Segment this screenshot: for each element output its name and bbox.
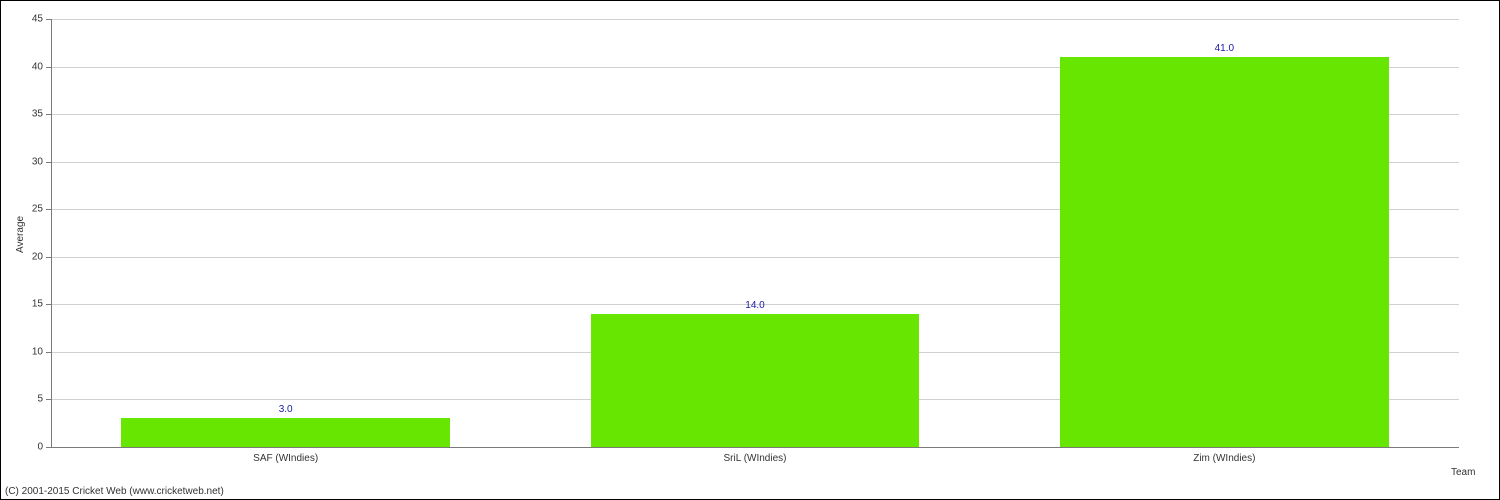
bar-value-label: 41.0 bbox=[1215, 43, 1234, 54]
y-tick-label: 25 bbox=[19, 204, 43, 215]
y-axis-line bbox=[51, 19, 52, 447]
copyright-text: (C) 2001-2015 Cricket Web (www.cricketwe… bbox=[5, 486, 224, 497]
bar bbox=[121, 418, 450, 447]
chart-container: 0510152025303540453.0SAF (WIndies)14.0Sr… bbox=[0, 0, 1500, 500]
bar-value-label: 14.0 bbox=[745, 300, 764, 311]
y-tick-label: 35 bbox=[19, 109, 43, 120]
y-tick-label: 30 bbox=[19, 156, 43, 167]
bar bbox=[1060, 57, 1389, 447]
y-tick-label: 5 bbox=[19, 394, 43, 405]
plot-area: 0510152025303540453.0SAF (WIndies)14.0Sr… bbox=[51, 19, 1459, 447]
bar bbox=[591, 314, 920, 447]
x-tick-label: SAF (WIndies) bbox=[253, 453, 318, 464]
y-tick-label: 15 bbox=[19, 299, 43, 310]
y-tick-label: 0 bbox=[19, 442, 43, 453]
y-tick-label: 45 bbox=[19, 14, 43, 25]
x-tick-label: SriL (WIndies) bbox=[724, 453, 787, 464]
bar-value-label: 3.0 bbox=[279, 404, 293, 415]
y-tick-label: 10 bbox=[19, 346, 43, 357]
x-tick-label: Zim (WIndies) bbox=[1193, 453, 1255, 464]
gridline bbox=[51, 19, 1459, 20]
y-axis-title: Average bbox=[15, 216, 26, 253]
x-axis-line bbox=[51, 447, 1459, 448]
y-tick-label: 40 bbox=[19, 61, 43, 72]
x-axis-title: Team bbox=[1451, 467, 1475, 478]
